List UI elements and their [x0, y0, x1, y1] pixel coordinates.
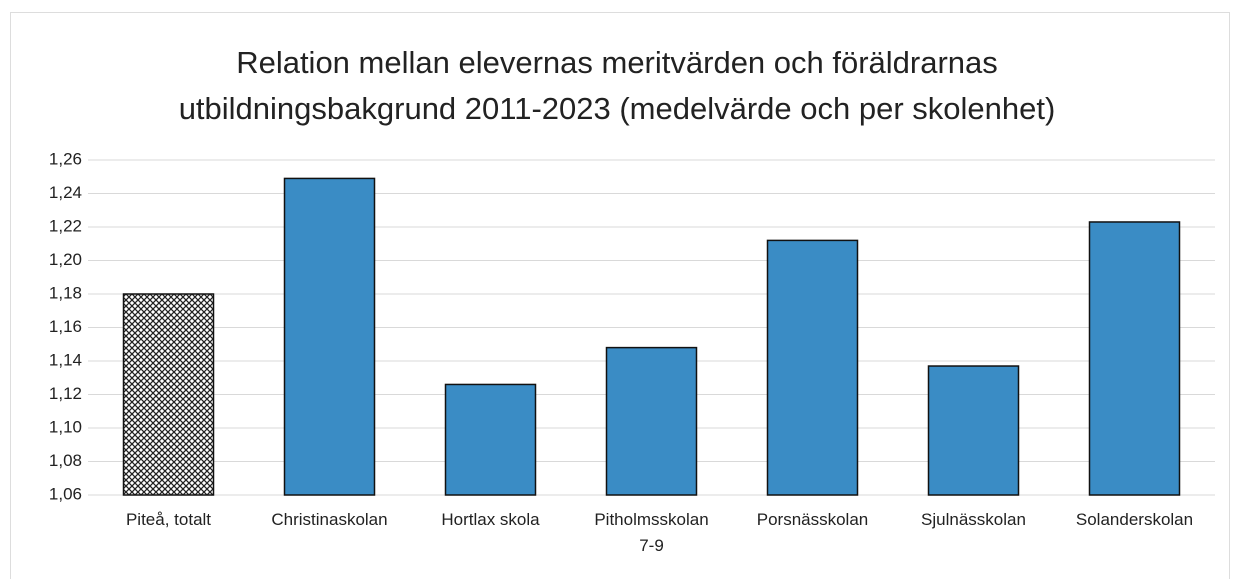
chart-title: Relation mellan elevernas meritvärden oc…: [178, 45, 1056, 126]
bar: [1088, 221, 1181, 496]
y-tick-label: 1,20: [49, 250, 82, 269]
y-tick-label: 1,12: [49, 384, 82, 403]
x-tick-label: Christinaskolan: [271, 510, 388, 529]
bar: [927, 365, 1020, 496]
y-tick-label: 1,24: [49, 183, 82, 202]
y-tick-label: 1,18: [49, 283, 82, 302]
bar: [444, 383, 537, 496]
bar: [283, 177, 376, 496]
bar: [605, 346, 698, 496]
x-tick-label: Piteå, totalt: [125, 510, 212, 529]
bar: [766, 239, 859, 496]
x-tick-label: Sjulnässkolan: [921, 510, 1026, 529]
y-tick-label: 1,16: [49, 317, 82, 336]
y-tick-label: 1,26: [49, 149, 82, 168]
chart-frame: [10, 12, 1230, 579]
x-tick-label: Porsnässkolan: [756, 510, 869, 529]
y-tick-label: 1,06: [49, 484, 82, 503]
y-tick-label: 1,08: [49, 451, 82, 470]
x-tick-label: Hortlax skola: [441, 510, 540, 529]
bar: [122, 293, 215, 496]
y-tick-label: 1,14: [49, 350, 82, 369]
y-tick-label: 1,10: [49, 417, 82, 436]
x-tick-label: Pitholmsskolan 7-9: [594, 510, 709, 555]
y-tick-label: 1,22: [49, 216, 82, 235]
x-tick-label: Solanderskolan: [1075, 510, 1194, 529]
